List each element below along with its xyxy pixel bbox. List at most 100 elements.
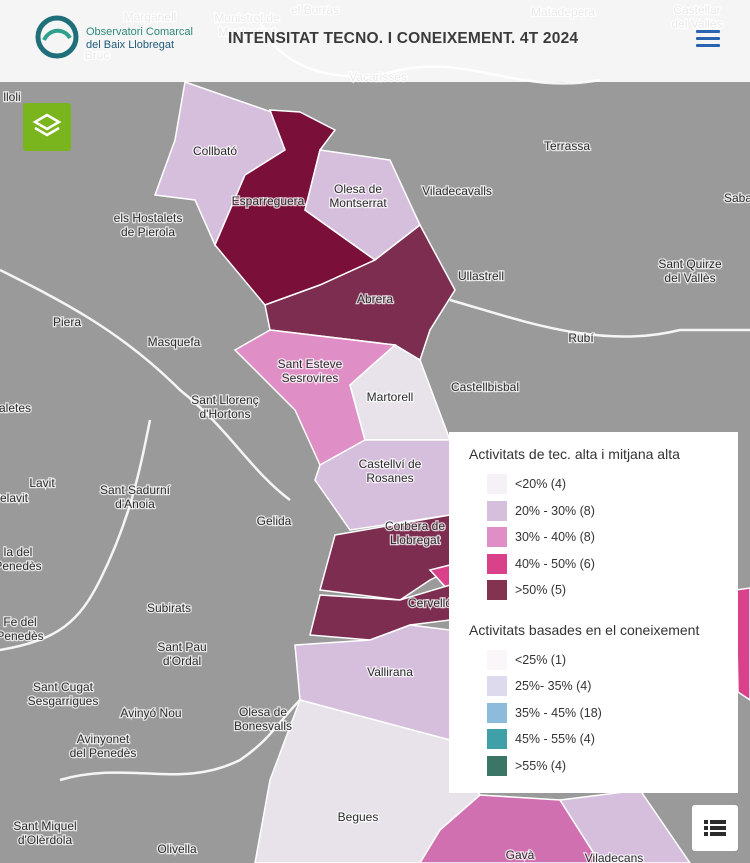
place-label: Corbera de (385, 519, 445, 533)
place-label: Llobregat (390, 533, 441, 547)
legend-swatch (487, 580, 507, 601)
place-label: Martorell (367, 390, 414, 404)
place-label: Montserrat (329, 196, 387, 210)
place-label: Masquefa (148, 335, 201, 349)
legend-item: >50% (5) (469, 577, 718, 604)
list-icon (704, 820, 726, 836)
place-label: Sant Llorenç (191, 393, 258, 407)
region[interactable] (558, 789, 691, 863)
place-label: la del (4, 545, 33, 559)
boundary (0, 419, 152, 652)
boundary (449, 298, 750, 338)
legend-label: >55% (4) (515, 758, 567, 773)
logo-text: Observatori Comarcal del Baix Llobregat (86, 26, 193, 52)
place-label: Rosanes (366, 471, 413, 485)
logo-wave (42, 28, 72, 42)
list-button[interactable] (692, 805, 738, 851)
layers-icon (32, 113, 62, 137)
place-label: Lavit (29, 476, 55, 490)
legend-label: 20% - 30% (8) (515, 503, 595, 518)
place-label: Viladecans (585, 851, 644, 863)
place-label: Castellví de (359, 457, 422, 471)
place-label: els Hostalets (114, 211, 183, 225)
place-label: Viladecavalls (422, 184, 492, 198)
place-label: Sant Miquel (13, 819, 76, 833)
place-label: Olivella (157, 842, 197, 856)
place-label: Olesa de (239, 705, 287, 719)
place-label: del Penedès (70, 746, 137, 760)
place-label: Abrera (357, 292, 393, 306)
legend-item: <25% (1) (469, 647, 718, 674)
place-label: d'Olèrdola (18, 833, 73, 847)
legend-item: 35% - 45% (18) (469, 700, 718, 727)
legend-section: Activitats de tec. alta i mitjana alta <2… (469, 446, 718, 604)
place-label: d'Anoia (115, 497, 155, 511)
legend-item: 30% - 40% (8) (469, 524, 718, 551)
legend-item: >55% (4) (469, 753, 718, 780)
legend-label: 30% - 40% (8) (515, 530, 595, 545)
legend: Activitats de tec. alta i mitjana alta <2… (449, 432, 738, 793)
legend-swatch (487, 527, 507, 548)
legend-swatch (487, 702, 507, 723)
place-label: d'Hortons (200, 407, 251, 421)
place-label: Vallirana (367, 665, 413, 679)
place-label: Sesrovires (282, 371, 339, 385)
place-label: Collbató (193, 144, 237, 158)
place-label: Penedès (0, 559, 42, 573)
place-label: Sesgarrigues (28, 694, 99, 708)
legend-label: 45% - 55% (4) (515, 732, 595, 747)
place-label: Castellbisbal (451, 380, 519, 394)
place-label: Sant Cugat (33, 680, 94, 694)
place-label: Olesa de (334, 182, 382, 196)
place-label: Sant Quirze (658, 257, 722, 271)
legend-swatch (487, 676, 507, 697)
place-label: Penedès (0, 629, 44, 643)
region[interactable] (735, 587, 750, 701)
header: Observatori Comarcal del Baix Llobregat … (0, 0, 750, 82)
place-label: Bonesvalls (234, 719, 292, 733)
legend-swatch (487, 755, 507, 776)
legend-swatch (487, 500, 507, 521)
legend-section: Activitats basades en el coneixement <25%… (469, 622, 718, 780)
place-label: d'Ordal (163, 654, 201, 668)
place-label: Subirats (147, 601, 191, 615)
logo-line: del Baix Llobregat (86, 39, 175, 51)
place-label: Gavà (506, 848, 535, 862)
legend-item: <20% (4) (469, 471, 718, 498)
legend-label: 35% - 45% (18) (515, 705, 602, 720)
region[interactable] (309, 583, 451, 641)
place-label: del Vallès (664, 271, 715, 285)
legend-label: >50% (5) (515, 583, 567, 598)
boundary (59, 699, 301, 782)
legend-item: 40% - 50% (6) (469, 551, 718, 578)
place-label: Avinyó Nou (120, 706, 181, 720)
place-label: Avinyonet (77, 732, 130, 746)
legend-label: <25% (1) (515, 652, 567, 667)
legend-title: Activitats basades en el coneixement (469, 621, 700, 638)
logo-icon (35, 15, 79, 59)
place-label: Sant Sadurní (100, 483, 171, 497)
legend-item: 25%- 35% (4) (469, 673, 718, 700)
legend-swatch (487, 649, 507, 670)
layers-button[interactable] (23, 103, 71, 151)
logo-line: Observatori Comarcal (86, 26, 193, 38)
place-label: aletes (0, 401, 31, 415)
legend-swatch (487, 474, 507, 495)
place-label: Rubí (568, 331, 594, 345)
place-label: Esparreguera (232, 194, 305, 208)
page-title: INTENSITAT TECNO. I CONEIXEMENT. 4T 2024 (228, 30, 579, 47)
place-label: Cervelló (408, 596, 452, 610)
place-label: Sant Pau (157, 640, 206, 654)
legend-item: 45% - 55% (4) (469, 726, 718, 753)
region[interactable] (349, 344, 452, 441)
place-label: Begues (338, 810, 379, 824)
legend-label: 40% - 50% (6) (515, 556, 595, 571)
place-label: Terrassa (544, 139, 590, 153)
place-label: Sant Esteve (278, 357, 343, 371)
menu-button[interactable] (696, 30, 720, 48)
legend-label: <20% (4) (515, 477, 567, 492)
